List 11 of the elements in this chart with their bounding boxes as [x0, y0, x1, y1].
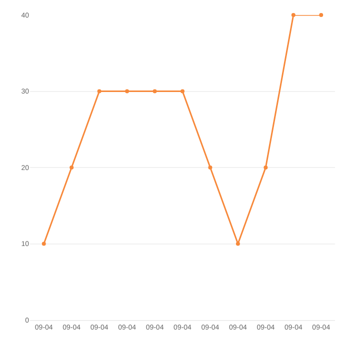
point [236, 242, 240, 246]
point [208, 166, 212, 170]
point [291, 13, 296, 17]
point [319, 13, 324, 17]
point [180, 89, 184, 94]
point [264, 166, 268, 170]
point [97, 89, 102, 94]
point [152, 89, 157, 94]
point [70, 166, 74, 170]
point [42, 242, 46, 246]
point [125, 89, 130, 94]
